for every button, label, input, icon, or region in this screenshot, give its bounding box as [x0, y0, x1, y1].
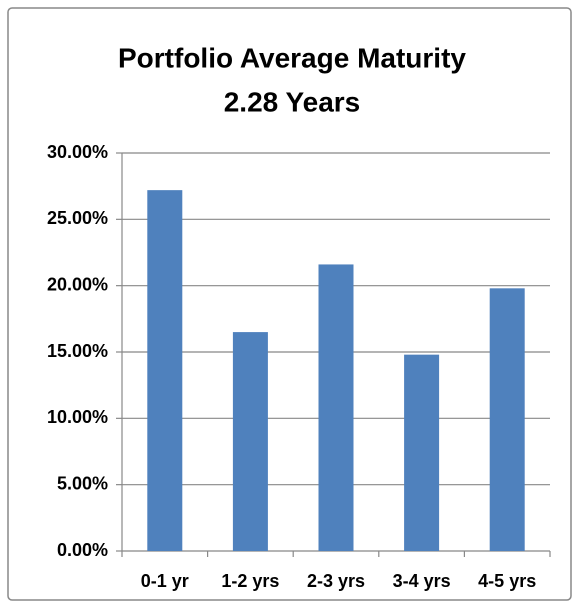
- x-tick-label: 3-4 yrs: [393, 571, 451, 591]
- bar: [404, 354, 440, 551]
- chart-title: Portfolio Average Maturity: [118, 42, 466, 73]
- y-tick-label: 0.00%: [57, 540, 108, 560]
- x-tick-label: 4-5 yrs: [478, 571, 536, 591]
- bar: [489, 288, 525, 551]
- y-tick-label: 10.00%: [47, 407, 108, 427]
- x-tick-label: 0-1 yr: [141, 571, 189, 591]
- x-tick-label: 2-3 yrs: [307, 571, 365, 591]
- bar: [232, 332, 268, 551]
- bar: [147, 190, 183, 551]
- bar: [318, 264, 354, 551]
- y-tick-label: 5.00%: [57, 473, 108, 493]
- y-tick-label: 15.00%: [47, 341, 108, 361]
- x-tick-label: 1-2 yrs: [221, 571, 279, 591]
- y-tick-label: 30.00%: [47, 142, 108, 162]
- y-tick-label: 25.00%: [47, 208, 108, 228]
- y-tick-label: 20.00%: [47, 274, 108, 294]
- chart-subtitle: 2.28 Years: [224, 86, 361, 117]
